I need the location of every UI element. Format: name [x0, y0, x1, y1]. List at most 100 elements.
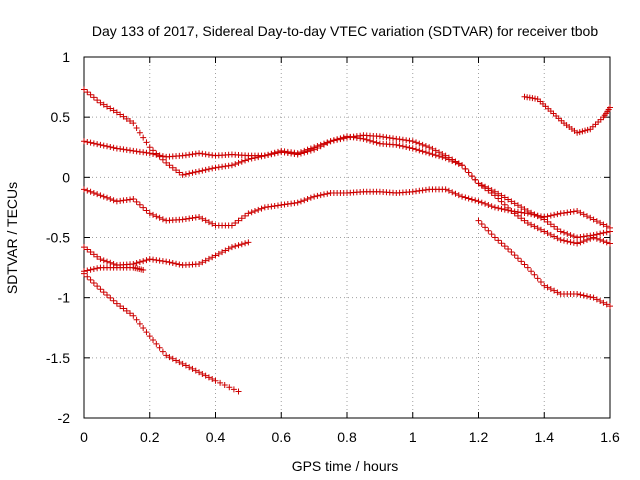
data-point [146, 210, 153, 217]
data-point [521, 261, 528, 268]
data-point [107, 195, 114, 202]
data-point [531, 223, 538, 230]
data-point [156, 344, 163, 351]
data-point [238, 241, 245, 248]
data-point [488, 203, 495, 210]
data-point [452, 159, 459, 166]
data-point [123, 115, 130, 122]
y-tick-label: 0.5 [51, 109, 71, 125]
data-point [209, 254, 216, 261]
data-point [209, 220, 216, 227]
data-point [580, 238, 587, 245]
data-point [133, 198, 140, 205]
data-point [205, 219, 212, 226]
data-point [567, 232, 574, 239]
data-point [225, 245, 232, 252]
data-point [582, 127, 589, 134]
data-point [495, 205, 502, 212]
data-point [449, 157, 456, 164]
data-point [255, 206, 262, 213]
data-point [150, 150, 157, 157]
data-point [429, 145, 436, 152]
data-point [370, 138, 377, 145]
data-point [186, 170, 193, 177]
data-point [373, 139, 380, 146]
data-point [426, 150, 433, 157]
data-point [557, 236, 564, 243]
x-tick-label: 1.2 [469, 429, 489, 445]
y-axis-label: SDTVAR / TECUs [4, 182, 20, 294]
series-sat-f [81, 264, 147, 275]
data-point [607, 224, 613, 231]
data-point [537, 226, 544, 233]
data-point [419, 141, 426, 148]
data-point [495, 195, 502, 202]
data-point [485, 227, 492, 234]
data-point [340, 134, 347, 141]
data-point [301, 149, 308, 156]
data-point [518, 204, 525, 211]
x-tick-label: 1.4 [535, 429, 555, 445]
data-point [514, 255, 521, 262]
data-point [396, 142, 403, 149]
data-point [574, 129, 581, 136]
y-tick-label: -0.5 [46, 230, 70, 246]
data-point [84, 267, 91, 274]
data-point [409, 145, 416, 152]
data-point [182, 171, 189, 178]
data-point [314, 144, 321, 151]
data-point [587, 293, 594, 300]
data-point [159, 348, 166, 355]
data-point [426, 144, 433, 151]
data-point [498, 240, 505, 247]
data-point [94, 141, 101, 148]
data-point [557, 228, 564, 235]
data-point [311, 193, 318, 200]
data-point [242, 240, 249, 247]
data-point [462, 165, 469, 172]
data-point [169, 164, 176, 171]
series-sat-e [81, 239, 252, 269]
data-point [544, 284, 551, 291]
data-point [196, 168, 203, 175]
data-point [140, 204, 147, 211]
data-point [133, 260, 140, 267]
data-point [84, 138, 91, 145]
data-point [600, 238, 607, 245]
data-point [90, 279, 97, 286]
data-point [564, 230, 571, 237]
data-point [498, 192, 505, 199]
data-point [459, 162, 466, 169]
data-point [179, 171, 186, 178]
data-point [432, 152, 439, 159]
y-tick-label: -2 [58, 410, 71, 426]
data-point [498, 205, 505, 212]
data-point [488, 231, 495, 238]
data-point [150, 211, 157, 218]
data-point [547, 231, 554, 238]
data-point [537, 279, 544, 286]
data-point [202, 166, 209, 173]
data-point [301, 197, 308, 204]
data-point [173, 357, 180, 364]
data-point [554, 235, 561, 242]
data-point [304, 195, 311, 202]
data-point [409, 138, 416, 145]
data-point [597, 219, 604, 226]
data-point [531, 211, 538, 218]
data-point [107, 294, 114, 301]
data-point [501, 206, 508, 213]
data-point [422, 143, 429, 150]
data-point [593, 218, 600, 225]
data-point [505, 196, 512, 203]
data-point [97, 286, 104, 293]
data-point [465, 195, 472, 202]
data-point [488, 189, 495, 196]
data-point [413, 146, 420, 153]
data-point [215, 250, 222, 257]
data-point [416, 147, 423, 154]
data-point [232, 243, 239, 250]
data-point [518, 215, 525, 222]
